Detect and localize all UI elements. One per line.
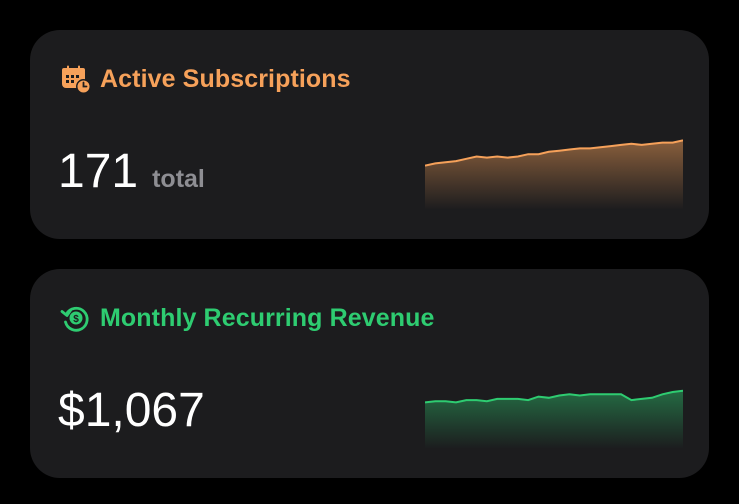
metric-unit: total	[152, 165, 205, 193]
sparkline-area	[425, 390, 683, 449]
active-subscriptions-card[interactable]: Active Subscriptions 171 total	[30, 30, 709, 239]
metric-value: $1,067	[58, 384, 205, 437]
calendar-clock-icon	[62, 65, 91, 94]
card-header: $ Monthly Recurring Revenue	[60, 302, 435, 334]
metric: $1,067	[58, 383, 219, 439]
card-title: Active Subscriptions	[100, 64, 351, 93]
monthly-recurring-revenue-card[interactable]: $ Monthly Recurring Revenue $1,067	[30, 269, 709, 478]
sparkline-chart	[425, 139, 683, 210]
card-header: Active Subscriptions	[60, 63, 351, 95]
svg-text:$: $	[73, 314, 79, 325]
sparkline-chart	[425, 389, 683, 449]
card-title: Monthly Recurring Revenue	[100, 303, 435, 332]
metric: 171 total	[58, 144, 205, 200]
sparkline-line	[425, 139, 683, 167]
sparkline-line	[425, 389, 683, 404]
metric-value: 171	[58, 145, 139, 198]
dollar-refresh-icon: $	[60, 306, 89, 332]
